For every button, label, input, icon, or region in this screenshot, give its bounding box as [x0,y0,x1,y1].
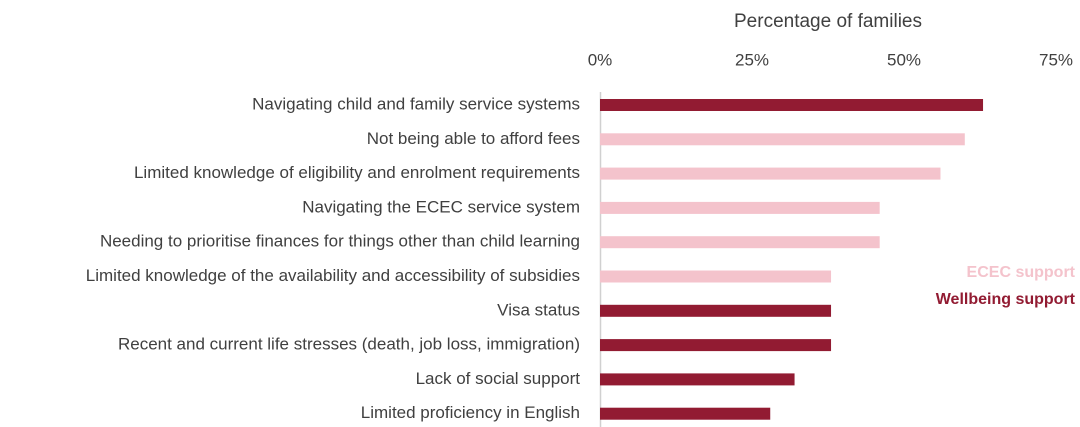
y-tick-label: Needing to prioritise finances for thing… [100,232,580,251]
x-tick-label: 75% [1039,50,1073,69]
y-tick-label: Limited knowledge of the availability an… [86,266,580,285]
bar [600,339,832,352]
y-tick-label: Visa status [497,300,580,319]
y-tick-label: Limited proficiency in English [361,403,580,422]
y-tick-label: Recent and current life stresses (death,… [118,335,580,354]
bar [600,270,832,283]
bar [600,236,880,249]
legend-label: Wellbeing support [936,291,1076,308]
x-axis-title: Percentage of families [734,11,922,32]
y-tick-label: Lack of social support [416,369,581,388]
bar [600,99,984,111]
y-tick-label: Navigating child and family service syst… [252,94,580,113]
x-tick-label: 0% [588,50,613,69]
y-tick-label: Limited knowledge of eligibility and enr… [134,163,580,182]
bar [600,373,795,386]
bar [600,407,771,420]
bar [600,133,965,146]
legend-label: ECEC support [967,264,1076,281]
y-tick-label: Navigating the ECEC service system [302,197,580,216]
x-tick-label: 25% [735,50,769,69]
bar [600,201,880,214]
x-tick-label: 50% [887,50,921,69]
bar [600,304,832,317]
bar [600,167,941,180]
y-tick-label: Not being able to afford fees [367,129,580,148]
